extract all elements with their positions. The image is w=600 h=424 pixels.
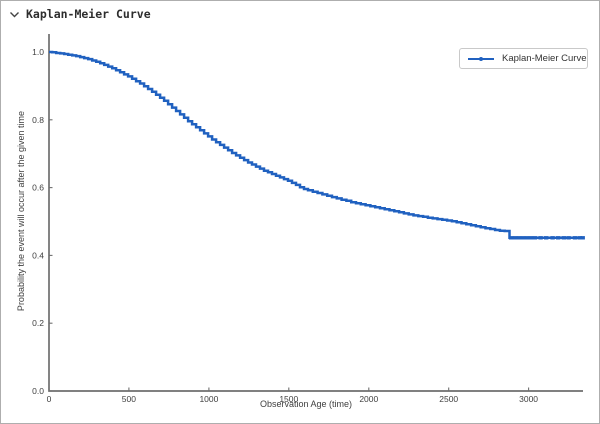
x-tick-label: 2500 [439, 394, 458, 404]
y-tick-label: 0.0 [32, 386, 44, 396]
y-axis-title: Probability the event will occur after t… [16, 110, 26, 312]
censor-mark [532, 236, 538, 240]
censor-mark [520, 236, 526, 240]
censor-mark [528, 236, 534, 240]
censor-mark [524, 236, 530, 240]
legend-line-icon [468, 56, 494, 61]
panel-title: Kaplan-Meier Curve [26, 7, 151, 21]
legend[interactable]: Kaplan-Meier Curve [459, 48, 588, 69]
x-axis-title: Observation Age (time) [259, 399, 353, 409]
km-curve-line [49, 50, 583, 240]
chevron-down-icon[interactable] [9, 9, 20, 20]
censor-mark [580, 236, 585, 240]
y-tick-label: 0.6 [32, 183, 44, 193]
censor-mark [516, 236, 522, 240]
y-tick-label: 0.8 [32, 115, 44, 125]
censor-mark [512, 236, 518, 240]
x-tick-label: 1500 [279, 394, 298, 404]
x-tick-label: 3000 [519, 394, 538, 404]
y-tick-label: 0.4 [32, 250, 44, 260]
censor-mark [544, 236, 549, 240]
censor-mark [561, 236, 566, 240]
x-tick-label: 1000 [199, 394, 218, 404]
censor-mark [577, 236, 582, 240]
y-tick-label: 0.2 [32, 318, 44, 328]
legend-label: Kaplan-Meier Curve [502, 53, 587, 64]
censor-mark [572, 236, 578, 240]
panel-header[interactable]: Kaplan-Meier Curve [1, 1, 599, 27]
y-tick-label: 1.0 [32, 47, 44, 57]
censor-mark [538, 236, 543, 240]
x-tick-label: 500 [122, 394, 136, 404]
censor-mark [508, 236, 514, 240]
censor-mark [550, 236, 555, 240]
x-tick-label: 0 [47, 394, 52, 404]
censor-mark [566, 236, 571, 240]
x-tick-label: 2000 [359, 394, 378, 404]
axis-spines [48, 34, 583, 392]
censor-mark [556, 236, 561, 240]
